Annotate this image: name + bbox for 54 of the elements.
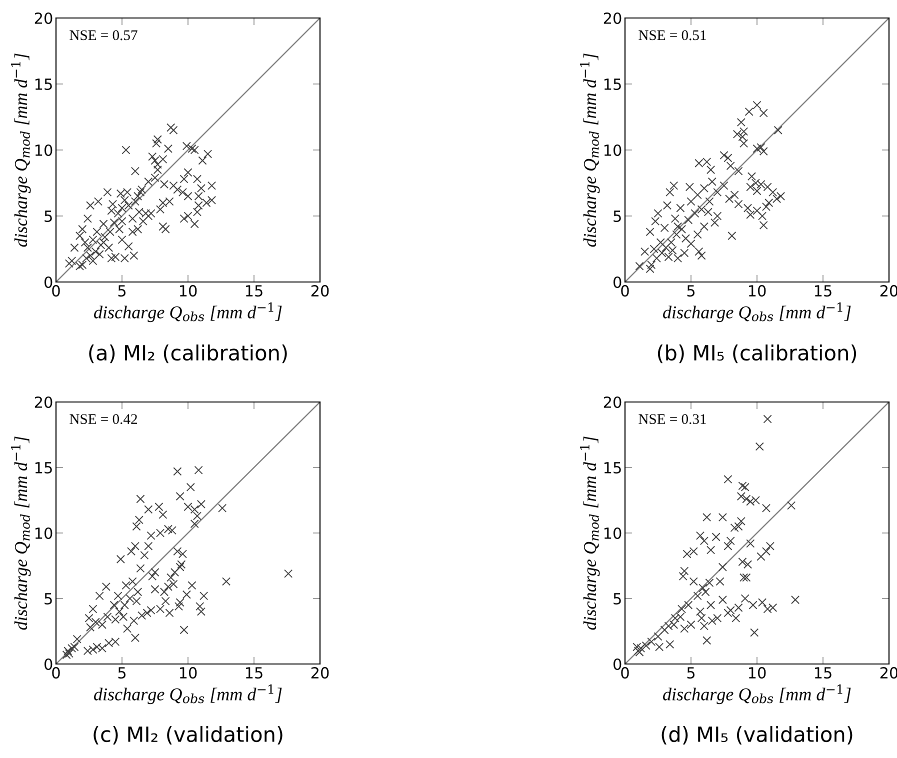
y-tick-label: 0 (614, 276, 622, 288)
text: (a) MI₂ (calibration) (89, 344, 287, 364)
y-tick-label: 15 (35, 462, 52, 474)
x-tick-label: 15 (814, 285, 832, 297)
x-tick-label: 10 (180, 667, 197, 679)
y-tick-label: 5 (614, 210, 621, 222)
x-tick-label: 15 (246, 667, 262, 679)
x-tick-label: 0 (52, 667, 60, 679)
x-tick-label: 10 (180, 285, 197, 297)
y-tick-label: 10 (35, 144, 52, 156)
y-tick-label: 15 (604, 78, 621, 90)
y-tick-label: 20 (604, 396, 622, 408)
x-tick-label: 20 (311, 285, 329, 297)
x-tick-label: 10 (748, 285, 766, 297)
x-tick-label: 15 (246, 285, 262, 297)
y-tick-label: 0 (614, 658, 622, 670)
y-tick-label: 20 (604, 12, 622, 24)
y-axis-title: discharge Q$_{mod}$ [mm d$^{−1}$] (580, 436, 600, 630)
x-tick-label: 5 (687, 667, 695, 679)
y-tick-label: 15 (604, 462, 621, 474)
text: (c) MI₂ (validation) (94, 726, 282, 745)
x-tick-label: 15 (814, 667, 832, 679)
x-axis-title: discharge Q$_{obs}$ [mm d$^{−1}$] (94, 302, 282, 322)
x-tick-label: 5 (118, 285, 126, 297)
x-tick-label: 0 (52, 285, 60, 297)
y-tick-label: 5 (614, 593, 621, 605)
x-tick-label: 20 (311, 667, 329, 679)
x-tick-label: 10 (748, 667, 766, 679)
annotation: NSE = 0.51 (638, 30, 706, 40)
x-tick-label: 5 (687, 285, 695, 297)
y-tick-label: 20 (34, 396, 52, 408)
x-tick-label: 5 (118, 667, 126, 679)
y-tick-label: 20 (34, 12, 52, 24)
x-axis-title: discharge Q$_{obs}$ [mm d$^{−1}$] (94, 684, 282, 704)
x-tick-label: 0 (621, 285, 629, 297)
y-axis-title: discharge Q$_{mod}$ [mm d$^{−1}$] (10, 436, 31, 630)
y-tick-label: 5 (44, 210, 52, 222)
y-tick-label: 15 (35, 78, 52, 90)
annotation: NSE = 0.42 (70, 414, 137, 424)
x-axis-title: discharge Q$_{obs}$ [mm d$^{−1}$] (663, 302, 851, 322)
text: (d) MI₅ (validation) (662, 726, 852, 745)
y-tick-label: 10 (35, 527, 52, 540)
y-tick-label: 10 (604, 144, 622, 156)
annotation: NSE = 0.31 (638, 414, 706, 424)
text: (b) MI₅ (calibration) (658, 344, 856, 364)
y-tick-label: 0 (44, 276, 52, 288)
x-axis-title: discharge Q$_{obs}$ [mm d$^{−1}$] (663, 684, 851, 704)
x-tick-label: 0 (621, 667, 629, 679)
y-tick-label: 0 (44, 658, 52, 670)
y-axis-title: discharge Q$_{mod}$ [mm d$^{−1}$] (10, 54, 31, 247)
y-axis-title: discharge Q$_{mod}$ [mm d$^{−1}$] (580, 54, 600, 247)
annotation: NSE = 0.57 (70, 30, 138, 40)
y-tick-label: 10 (604, 527, 622, 540)
y-tick-label: 5 (44, 593, 52, 605)
